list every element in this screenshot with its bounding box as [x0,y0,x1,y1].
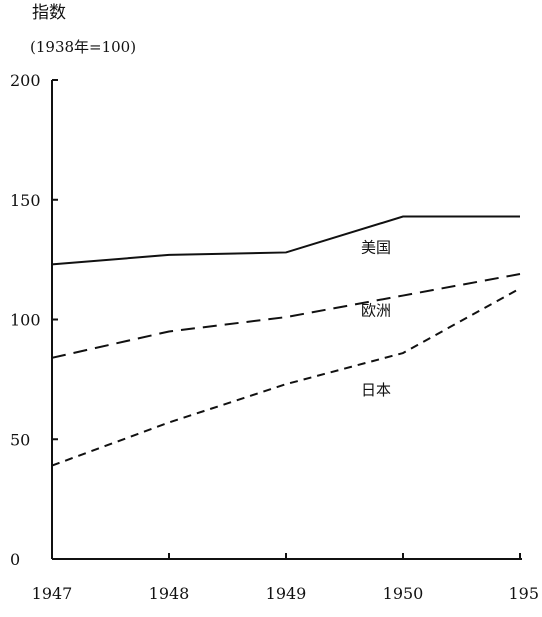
series-line [51,215,520,266]
series-label: 欧洲 [361,302,391,320]
y-axis-label: 指数 [32,3,66,23]
x-tick-label: 1948 [149,584,190,603]
y-tick-label: 150 [10,191,41,210]
series-line [51,287,521,467]
x-tick-label: 1950 [383,584,424,603]
series-label: 美国 [361,239,391,257]
axes: 0 50 100 150 200 1947 1948 1949 1950 195 [10,71,539,603]
x-tick-label: 1949 [266,584,307,603]
series-layer [51,215,521,467]
series-line [51,273,521,359]
x-tick-label: 195 [508,584,539,603]
y-tick-label: 0 [10,550,20,569]
y-tick-label: 50 [10,430,30,449]
series-label: 日本 [361,381,391,399]
y-tick-label: 100 [10,311,41,330]
y-tick-label: 200 [10,71,41,90]
y-axis-base-note: (1938年=100) [30,38,136,56]
x-tick-label: 1947 [32,584,73,603]
